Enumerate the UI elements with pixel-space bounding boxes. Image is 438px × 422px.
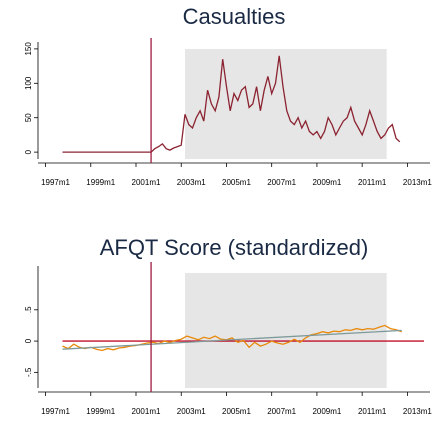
- y-tick-label: 50: [24, 113, 33, 122]
- y-tick-label: -.5: [24, 367, 33, 377]
- x-tick-label: 2009m1: [312, 407, 341, 416]
- x-tick-label: 2007m1: [267, 407, 296, 416]
- series-line: [62, 55, 401, 153]
- x-tick-label: 2005m1: [222, 178, 251, 187]
- x-tick-label: 2013m1: [403, 178, 432, 187]
- y-tick-label: 0: [24, 338, 33, 343]
- x-tick-label: 2011m1: [358, 407, 387, 416]
- shaded-period: [185, 273, 387, 388]
- x-tick-label: 2005m1: [222, 407, 251, 416]
- x-tick-label: 1999m1: [86, 407, 115, 416]
- series-line: [62, 324, 402, 352]
- x-tick-label: 1997m1: [41, 178, 70, 187]
- x-tick-label: 2007m1: [267, 178, 296, 187]
- y-tick-label: 0: [24, 149, 33, 154]
- x-tick-label: 2003m1: [177, 407, 206, 416]
- y-tick-label: 100: [24, 76, 33, 90]
- series-line: [62, 329, 402, 350]
- chart-title: AFQT Score (standardized): [100, 235, 369, 260]
- x-tick-label: 2009m1: [312, 178, 341, 187]
- y-tick-label: 150: [24, 42, 33, 56]
- x-tick-label: 2011m1: [358, 178, 387, 187]
- x-tick-label: 2003m1: [177, 178, 206, 187]
- x-tick-label: 2013m1: [403, 407, 432, 416]
- x-tick-label: 1999m1: [86, 178, 115, 187]
- x-tick-label: 2001m1: [132, 178, 161, 187]
- chart-title: Casualties: [183, 4, 286, 29]
- y-tick-label: .5: [24, 306, 33, 313]
- x-tick-label: 1997m1: [41, 407, 70, 416]
- x-tick-label: 2001m1: [132, 407, 161, 416]
